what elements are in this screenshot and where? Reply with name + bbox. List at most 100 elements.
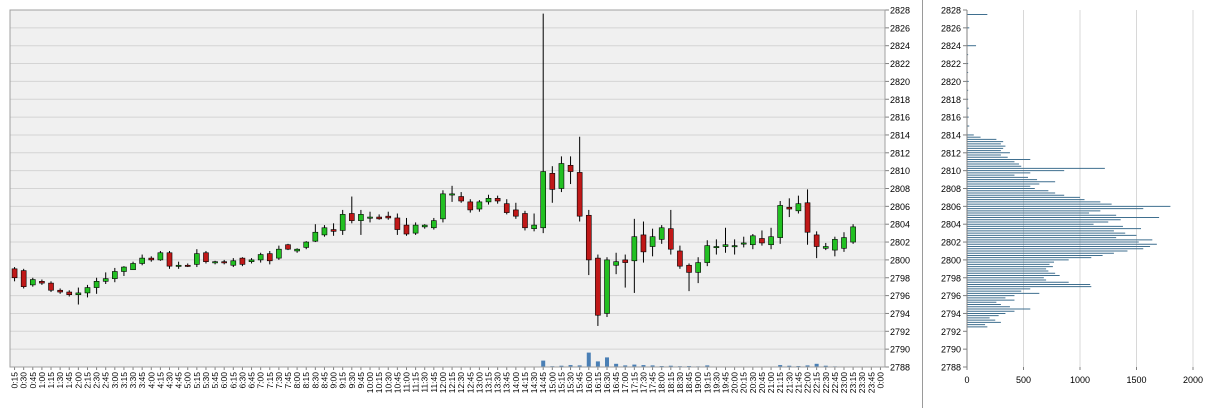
candle-x-tick-label: 0:30	[19, 372, 29, 389]
candle-x-tick-label: 16:15	[593, 372, 603, 394]
profile-y-tick-label: 2828	[941, 6, 961, 16]
candle-body	[294, 248, 300, 252]
candle-x-tick-label: 1:15	[46, 372, 56, 389]
volume-bar	[586, 352, 591, 367]
profile-y-tick-label: 2824	[941, 41, 961, 51]
candle-x-tick-label: 18:15	[666, 372, 676, 394]
candle-body	[248, 259, 255, 262]
candle-x-axis: 0:15 0:30 0:45 1:00 1:15 1:30 1:45 2:00 2:15 2:30…	[10, 367, 885, 394]
profile-y-tick-label: 2818	[941, 95, 961, 105]
candle-body	[339, 214, 346, 231]
candle-x-tick-label: 13:45	[502, 372, 512, 394]
candle-x-tick-label: 16:30	[602, 372, 612, 394]
candle-body	[29, 279, 36, 286]
candle-x-tick-label: 22:45	[830, 372, 840, 394]
candle-x-tick-label: 8:00	[292, 372, 302, 389]
candle-body	[412, 224, 419, 234]
candle-x-tick-label: 15:45	[575, 372, 585, 394]
candle-body	[531, 224, 537, 229]
candle-body	[257, 254, 264, 261]
volume-bar	[823, 365, 828, 367]
candlestick-chart: 2788 2790 2792 2794 2796 2798 2800 2802 2804 2806…	[9, 6, 910, 394]
candle-x-tick-label: 19:00	[693, 372, 703, 394]
candle-x-tick-label: 8:30	[310, 372, 320, 389]
candle-body	[604, 259, 610, 314]
profile-bars	[967, 13, 1171, 328]
candle-x-tick-label: 6:30	[237, 372, 247, 389]
candle-x-tick-label: 3:30	[128, 372, 138, 389]
candle-y-tick-label: 2798	[890, 273, 910, 283]
candle-x-tick-label: 5:45	[210, 372, 220, 389]
profile-y-tick-label: 2816	[941, 113, 961, 123]
candle-x-tick-label: 5:15	[192, 372, 202, 389]
candle-x-tick-label: 6:45	[247, 372, 257, 389]
profile-y-tick-label: 2788	[941, 363, 961, 373]
candle-y-tick-label: 2826	[890, 23, 910, 33]
candle-body	[48, 282, 54, 291]
candle-body	[467, 201, 474, 211]
candle-body	[394, 217, 401, 230]
volume-bar	[641, 365, 646, 367]
candle-body	[540, 171, 547, 229]
candle-y-tick-label: 2802	[890, 238, 910, 248]
candle-y-tick-label: 2790	[890, 345, 910, 355]
candle-body	[558, 163, 565, 189]
candle-y-tick-label: 2808	[890, 184, 910, 194]
candle-x-tick-label: 2:00	[73, 372, 83, 389]
volume-bar	[541, 360, 546, 367]
candle-y-tick-label: 2800	[890, 255, 910, 265]
candle-body	[713, 246, 720, 249]
candle-body	[567, 164, 574, 172]
candle-body	[358, 214, 364, 221]
candle-x-tick-label: 9:00	[329, 372, 339, 389]
profile-x-axis: 0 500 1000 1500 2000	[964, 367, 1203, 385]
candle-body	[503, 203, 510, 213]
profile-x-tick-label: 1500	[1126, 375, 1146, 385]
candle-body	[230, 260, 237, 266]
candle-body	[677, 250, 683, 267]
candle-gridlines	[10, 9, 885, 368]
candle-body	[622, 259, 629, 263]
candle-body	[367, 216, 373, 219]
candle-body	[139, 257, 145, 264]
candle-x-tick-label: 3:45	[137, 372, 147, 389]
candle-x-tick-label: 7:45	[283, 372, 293, 389]
candle-x-tick-label: 4:15	[155, 372, 165, 389]
candle-body	[832, 239, 838, 251]
candle-body	[850, 226, 856, 243]
candle-x-tick-label: 22:15	[812, 372, 822, 394]
candle-body	[449, 193, 455, 196]
candle-x-tick-label: 8:15	[301, 372, 311, 389]
candle-body	[121, 266, 127, 272]
candle-x-tick-label: 7:30	[274, 372, 284, 389]
candle-x-tick-label: 5:00	[183, 372, 193, 389]
candle-x-tick-label: 20:30	[748, 372, 758, 394]
candle-body	[421, 224, 428, 228]
profile-y-tick-label: 2800	[941, 255, 961, 265]
candle-x-tick-label: 1:30	[55, 372, 65, 389]
candle-x-tick-label: 16:45	[611, 372, 621, 394]
candle-y-tick-label: 2814	[890, 130, 910, 140]
candle-x-tick-label: 1:45	[64, 372, 74, 389]
candle-x-tick-label: 0:15	[10, 372, 20, 389]
candle-x-tick-label: 14:45	[538, 372, 548, 394]
volume-bar	[668, 365, 673, 367]
candle-body	[759, 238, 765, 244]
candle-body	[112, 271, 118, 279]
candle-x-tick-label: 9:15	[338, 372, 348, 389]
candle-x-tick-label: 19:15	[702, 372, 712, 394]
candle-body	[740, 242, 747, 245]
candle-x-tick-label: 12:45	[465, 372, 475, 394]
candle-x-tick-label: 14:15	[520, 372, 530, 394]
candle-x-tick-label: 18:30	[675, 372, 685, 394]
candle-x-tick-label: 16:00	[584, 372, 594, 394]
volume-bar	[805, 365, 810, 367]
profile-y-tick-label: 2792	[941, 327, 961, 337]
candle-body	[777, 205, 783, 238]
candle-body	[640, 234, 647, 253]
candle-x-tick-label: 3:15	[119, 372, 129, 389]
candle-plot-border	[9, 9, 886, 368]
volume-bar	[559, 365, 564, 367]
candle-body	[613, 261, 619, 266]
candle-x-tick-label: 2:30	[92, 372, 102, 389]
